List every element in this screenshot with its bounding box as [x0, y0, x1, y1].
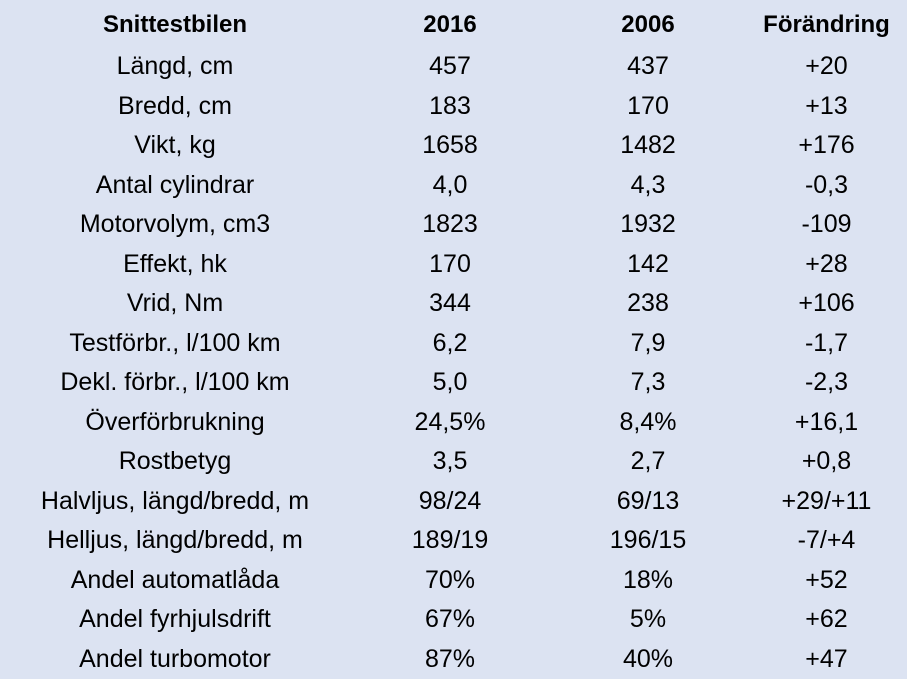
change-cell: -109: [746, 205, 907, 245]
row-label-cell: Effekt, hk: [0, 245, 350, 285]
row-label-cell: Motorvolym, cm3: [0, 205, 350, 245]
value-2016-cell: 6,2: [350, 324, 550, 364]
row-label-cell: Andel automatlåda: [0, 561, 350, 601]
value-2006-cell: 4,3: [550, 166, 746, 206]
row-label-cell: Helljus, längd/bredd, m: [0, 521, 350, 561]
value-2016-cell: 457: [350, 47, 550, 87]
change-cell: +13: [746, 87, 907, 127]
row-label-cell: Längd, cm: [0, 47, 350, 87]
value-2016-cell: 24,5%: [350, 403, 550, 443]
row-label-cell: Vrid, Nm: [0, 284, 350, 324]
row-label-cell: Vikt, kg: [0, 126, 350, 166]
change-cell: -0,3: [746, 166, 907, 206]
row-label-cell: Antal cylindrar: [0, 166, 350, 206]
value-2006-cell: 5%: [550, 600, 746, 640]
value-2006-cell: 18%: [550, 561, 746, 601]
value-2006-cell: 2,7: [550, 442, 746, 482]
change-cell: +28: [746, 245, 907, 285]
value-2006-cell: 238: [550, 284, 746, 324]
change-cell: +52: [746, 561, 907, 601]
change-cell: +16,1: [746, 403, 907, 443]
header-2016: 2016: [350, 0, 550, 47]
change-cell: +106: [746, 284, 907, 324]
value-2016-cell: 170: [350, 245, 550, 285]
value-2016-cell: 1823: [350, 205, 550, 245]
value-2016-cell: 67%: [350, 600, 550, 640]
row-label-cell: Testförbr., l/100 km: [0, 324, 350, 364]
header-forandring: Förändring: [746, 0, 907, 47]
header-2006: 2006: [550, 0, 746, 47]
value-2016-cell: 1658: [350, 126, 550, 166]
row-label-cell: Andel fyrhjulsdrift: [0, 600, 350, 640]
header-snittestbilen: Snittestbilen: [0, 0, 350, 47]
row-label-cell: Bredd, cm: [0, 87, 350, 127]
row-label-cell: Andel turbomotor: [0, 640, 350, 679]
change-cell: -2,3: [746, 363, 907, 403]
value-2016-cell: 98/24: [350, 482, 550, 522]
row-label-cell: Halvljus, längd/bredd, m: [0, 482, 350, 522]
change-cell: +47: [746, 640, 907, 679]
change-cell: +20: [746, 47, 907, 87]
value-2006-cell: 437: [550, 47, 746, 87]
value-2006-cell: 196/15: [550, 521, 746, 561]
header-row: Snittestbilen 2016 2006 Förändring: [0, 0, 907, 47]
change-cell: +176: [746, 126, 907, 166]
change-cell: +29/+11: [746, 482, 907, 522]
value-2016-cell: 4,0: [350, 166, 550, 206]
value-2006-cell: 40%: [550, 640, 746, 679]
change-cell: -7/+4: [746, 521, 907, 561]
value-2006-cell: 1482: [550, 126, 746, 166]
value-2006-cell: 7,9: [550, 324, 746, 364]
value-2006-cell: 7,3: [550, 363, 746, 403]
value-2006-cell: 170: [550, 87, 746, 127]
row-label-cell: Överförbrukning: [0, 403, 350, 443]
change-cell: +0,8: [746, 442, 907, 482]
value-2016-cell: 70%: [350, 561, 550, 601]
value-2016-cell: 5,0: [350, 363, 550, 403]
value-2016-cell: 87%: [350, 640, 550, 679]
change-cell: -1,7: [746, 324, 907, 364]
value-2016-cell: 189/19: [350, 521, 550, 561]
row-label-cell: Rostbetyg: [0, 442, 350, 482]
value-2016-cell: 344: [350, 284, 550, 324]
value-2006-cell: 142: [550, 245, 746, 285]
value-2006-cell: 8,4%: [550, 403, 746, 443]
value-2016-cell: 183: [350, 87, 550, 127]
change-cell: +62: [746, 600, 907, 640]
row-label-cell: Dekl. förbr., l/100 km: [0, 363, 350, 403]
value-2006-cell: 1932: [550, 205, 746, 245]
value-2016-cell: 3,5: [350, 442, 550, 482]
value-2006-cell: 69/13: [550, 482, 746, 522]
